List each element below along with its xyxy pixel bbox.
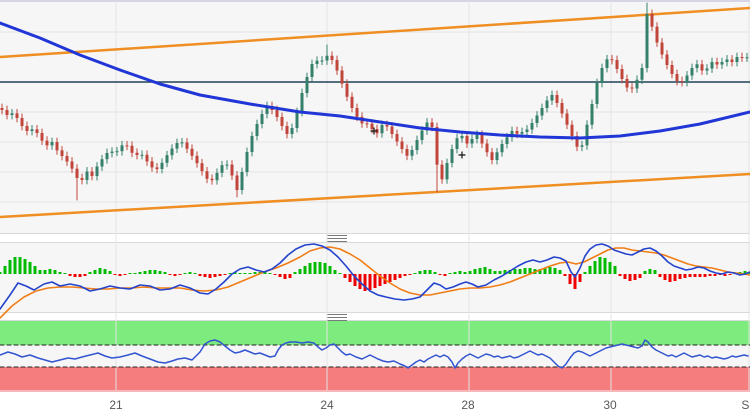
time-axis-label: 28 (461, 398, 475, 412)
time-axis-label: 21 (109, 398, 123, 412)
pane-resize-handle-icon[interactable] (327, 314, 347, 321)
time-axis-label: Sep (741, 398, 750, 412)
time-axis-label: 30 (603, 398, 617, 412)
rsi-oversold-band (0, 367, 750, 390)
rsi-overbought-band (0, 321, 750, 345)
rsi-neutral-band (0, 345, 750, 367)
time-axis[interactable]: 21 24 28 30 Sep (0, 390, 750, 417)
pane-separator[interactable] (0, 233, 750, 243)
window-top-border (0, 0, 750, 2)
macd-pane[interactable] (0, 243, 750, 312)
pane-resize-handle-icon[interactable] (327, 235, 347, 242)
rsi-pane[interactable] (0, 321, 750, 390)
pane-separator[interactable] (0, 312, 750, 321)
price-pane[interactable] (0, 2, 750, 233)
time-axis-label: 24 (320, 398, 334, 412)
